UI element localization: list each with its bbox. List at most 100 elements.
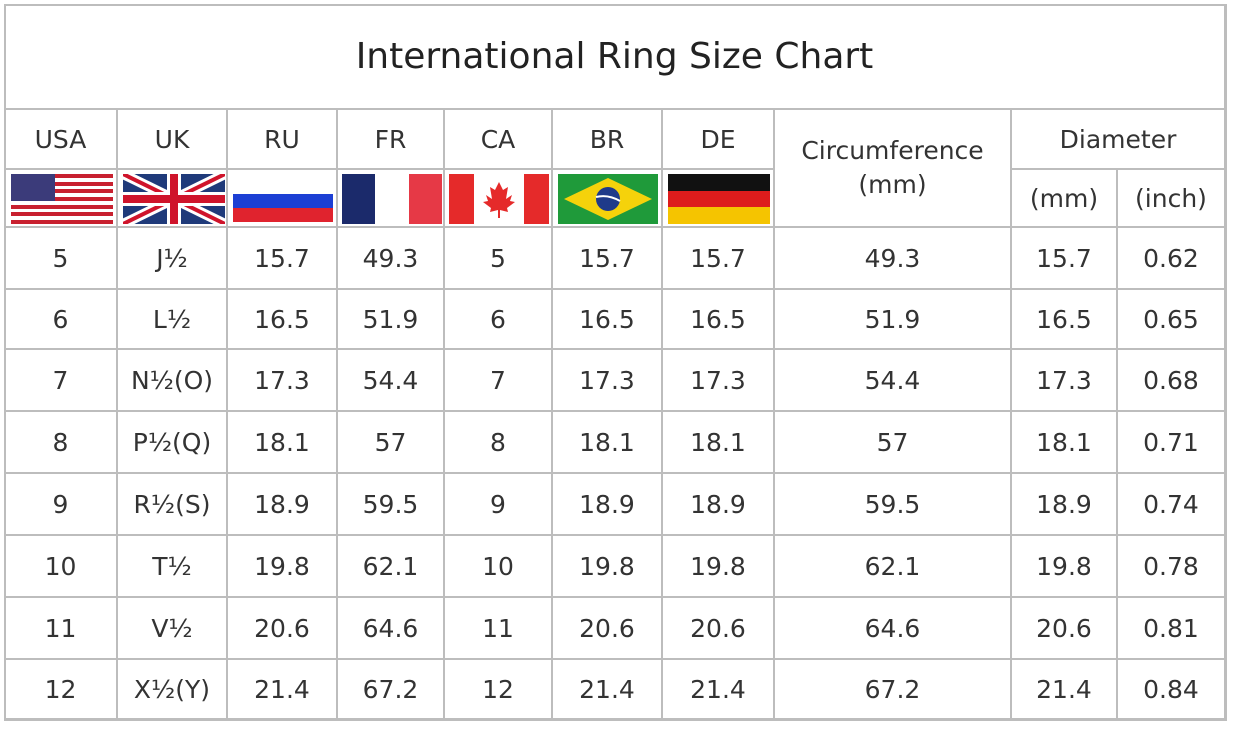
table-cell: 17.3 [663, 350, 775, 412]
table-cell: 51.9 [338, 290, 445, 350]
table-cell: P½(Q) [118, 412, 228, 474]
table-cell: 0.74 [1118, 474, 1226, 536]
table-cell: 18.9 [553, 474, 663, 536]
flag-cell [228, 170, 338, 228]
table-cell: 15.7 [228, 228, 338, 290]
table-cell: 54.4 [338, 350, 445, 412]
table-cell: 59.5 [338, 474, 445, 536]
table-cell: 5 [5, 228, 118, 290]
table-cell: 19.8 [228, 536, 338, 598]
flag-cell [445, 170, 553, 228]
table-cell: 51.9 [775, 290, 1012, 350]
table-cell: R½(S) [118, 474, 228, 536]
table-frame [4, 4, 1227, 721]
flag-cell [663, 170, 775, 228]
country-header: FR [338, 110, 445, 170]
table-cell: 19.8 [553, 536, 663, 598]
table-cell: 18.9 [228, 474, 338, 536]
table-cell: 18.9 [1012, 474, 1118, 536]
table-cell: 12 [5, 660, 118, 720]
table-cell: 0.84 [1118, 660, 1226, 720]
table-cell: 57 [775, 412, 1012, 474]
country-header: BR [553, 110, 663, 170]
flag-ru [233, 180, 333, 222]
circumference-label: Circumference [801, 136, 984, 165]
table-cell: 0.81 [1118, 598, 1226, 660]
diameter-unit: (inch) [1118, 170, 1226, 228]
flag-cell [553, 170, 663, 228]
country-header: USA [5, 110, 118, 170]
table-cell: 17.3 [553, 350, 663, 412]
table-cell: 57 [338, 412, 445, 474]
table-cell: 10 [445, 536, 553, 598]
table-cell: 59.5 [775, 474, 1012, 536]
table-cell: 15.7 [553, 228, 663, 290]
table-cell: J½ [118, 228, 228, 290]
table-cell: N½(O) [118, 350, 228, 412]
table-cell: 0.71 [1118, 412, 1226, 474]
table-cell: 11 [445, 598, 553, 660]
table-cell: 21.4 [553, 660, 663, 720]
table-cell: 18.1 [1012, 412, 1118, 474]
table-cell: 19.8 [1012, 536, 1118, 598]
country-header: RU [228, 110, 338, 170]
table-cell: 21.4 [228, 660, 338, 720]
table-cell: 64.6 [775, 598, 1012, 660]
table-cell: 9 [445, 474, 553, 536]
table-cell: 0.68 [1118, 350, 1226, 412]
table-cell: 8 [5, 412, 118, 474]
flag-uk [123, 174, 225, 224]
table-cell: L½ [118, 290, 228, 350]
table-cell: 7 [445, 350, 553, 412]
table-cell: T½ [118, 536, 228, 598]
table-cell: 49.3 [775, 228, 1012, 290]
circumference-header: Circumference (mm) [775, 110, 1012, 228]
table-cell: 18.1 [228, 412, 338, 474]
table-cell: X½(Y) [118, 660, 228, 720]
table-cell: 6 [5, 290, 118, 350]
table-cell: 62.1 [338, 536, 445, 598]
table-cell: 12 [445, 660, 553, 720]
circumference-unit: (mm) [858, 170, 927, 199]
table-cell: 18.1 [553, 412, 663, 474]
table-cell: 20.6 [663, 598, 775, 660]
table-cell: 16.5 [663, 290, 775, 350]
country-header: UK [118, 110, 228, 170]
table-cell: 67.2 [775, 660, 1012, 720]
table-cell: 54.4 [775, 350, 1012, 412]
table-cell: 5 [445, 228, 553, 290]
country-header: CA [445, 110, 553, 170]
table-cell: 20.6 [228, 598, 338, 660]
table-cell: 19.8 [663, 536, 775, 598]
flag-br [558, 174, 658, 224]
diameter-header: Diameter [1012, 110, 1226, 170]
table-cell: 67.2 [338, 660, 445, 720]
table-cell: 17.3 [1012, 350, 1118, 412]
flag-ca [449, 174, 549, 224]
table-cell: 21.4 [663, 660, 775, 720]
table-cell: 11 [5, 598, 118, 660]
table-cell: 17.3 [228, 350, 338, 412]
table-cell: 0.62 [1118, 228, 1226, 290]
table-cell: V½ [118, 598, 228, 660]
table-cell: 10 [5, 536, 118, 598]
table-cell: 49.3 [338, 228, 445, 290]
table-cell: 64.6 [338, 598, 445, 660]
flag-cell [5, 170, 118, 228]
table-cell: 16.5 [1012, 290, 1118, 350]
table-cell: 18.1 [663, 412, 775, 474]
flag-de [668, 174, 770, 224]
flag-usa [11, 174, 113, 224]
table-cell: 0.65 [1118, 290, 1226, 350]
table-cell: 62.1 [775, 536, 1012, 598]
table-cell: 16.5 [228, 290, 338, 350]
table-cell: 20.6 [1012, 598, 1118, 660]
country-header: DE [663, 110, 775, 170]
flag-cell [338, 170, 445, 228]
table-cell: 8 [445, 412, 553, 474]
table-cell: 15.7 [1012, 228, 1118, 290]
table-cell: 6 [445, 290, 553, 350]
table-cell: 15.7 [663, 228, 775, 290]
table-cell: 9 [5, 474, 118, 536]
